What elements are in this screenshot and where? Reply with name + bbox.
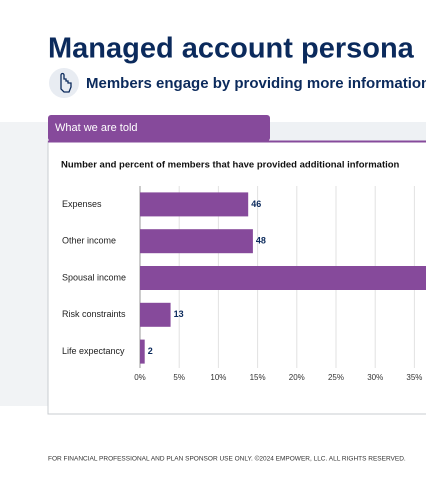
tab-label: What we are told (55, 122, 138, 134)
icon-bg (49, 68, 79, 98)
y-tick-label: Life expectancy (62, 346, 125, 356)
subtitle: Members engage by providing more informa… (86, 75, 426, 92)
x-tick-label: 35% (406, 373, 422, 382)
bar (140, 192, 249, 217)
x-tick-label: 25% (328, 373, 344, 382)
x-tick-label: 5% (173, 373, 185, 382)
x-tick-label: 10% (210, 373, 226, 382)
y-tick-label: Risk constraints (62, 309, 126, 319)
x-tick-label: 20% (289, 373, 305, 382)
data-label: 13 (174, 309, 184, 319)
tab (48, 115, 270, 141)
footer: FOR FINANCIAL PROFESSIONAL AND PLAN SPON… (48, 455, 406, 463)
tab-strip (270, 122, 426, 141)
bar (140, 229, 253, 254)
y-tick-label: Other income (62, 236, 116, 246)
chart-title: Number and percent of members that have … (61, 160, 400, 171)
y-tick-label: Spousal income (62, 272, 126, 282)
bar (140, 302, 171, 327)
data-label: 48 (256, 236, 266, 246)
page-title: Managed account persona (48, 33, 415, 65)
data-label: 2 (148, 346, 153, 356)
x-tick-label: 15% (250, 373, 266, 382)
y-tick-label: Expenses (62, 199, 102, 209)
icon-hand (60, 72, 72, 93)
side-band (0, 122, 48, 406)
data-label: 46 (251, 199, 261, 209)
bar (140, 339, 145, 364)
bar (140, 266, 426, 290)
x-tick-label: 0% (134, 373, 146, 382)
x-tick-label: 30% (367, 373, 383, 382)
